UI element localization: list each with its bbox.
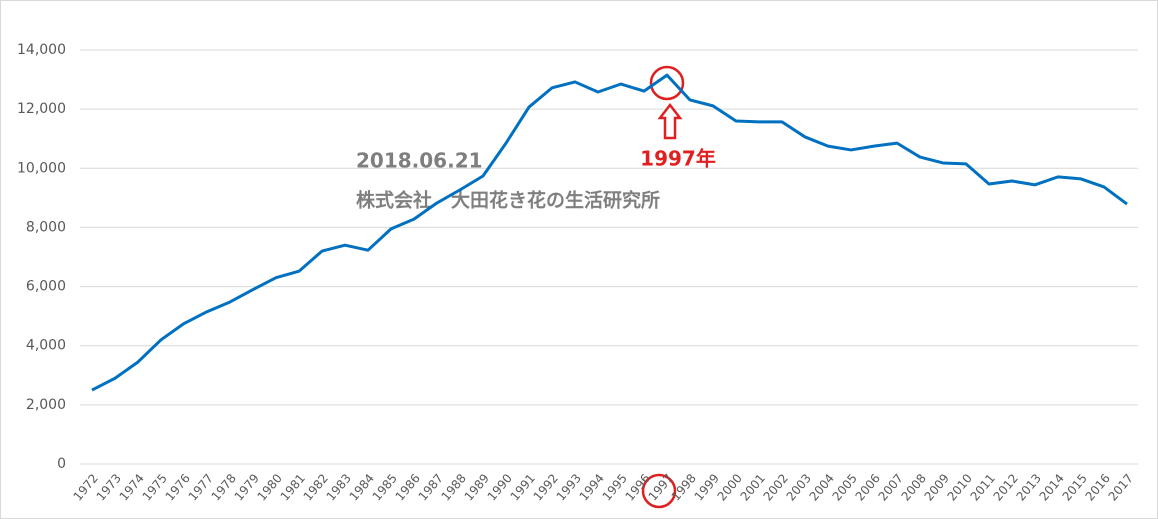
y-tick-label: 10,000	[17, 160, 66, 176]
y-tick-label: 2,000	[26, 397, 66, 413]
annotation-org: 株式会社 大田花き花の生活研究所	[356, 189, 660, 212]
annotation-date: 2018.06.21	[356, 149, 483, 173]
y-tick-label: 4,000	[26, 338, 66, 354]
line-series	[91, 73, 1128, 392]
y-tick-label: 6,000	[26, 279, 66, 295]
arrow	[657, 102, 683, 140]
y-tick-label: 14,000	[17, 42, 66, 58]
y-tick-label: 12,000	[17, 101, 66, 117]
highlight-circle	[641, 473, 677, 509]
highlight-circle	[649, 65, 685, 101]
annotation-year: 1997年	[640, 147, 716, 171]
y-tick-label: 8,000	[26, 219, 66, 235]
y-tick-label: 0	[57, 456, 66, 472]
